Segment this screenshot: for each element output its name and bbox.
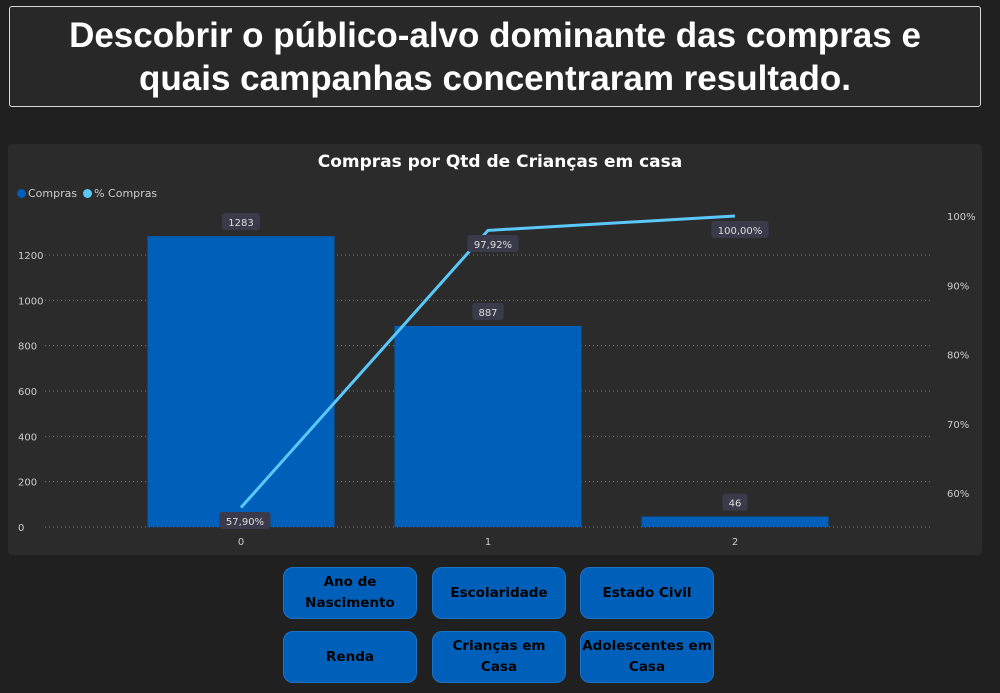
filter-button[interactable]: Estado Civil xyxy=(580,567,714,619)
page-title: Descobrir o público-alvo dominante das c… xyxy=(69,15,921,98)
left-tick-label: 1200 xyxy=(18,251,43,262)
bar-data-label-bg xyxy=(472,302,504,320)
left-tick-label: 600 xyxy=(18,387,37,398)
left-tick-label: 800 xyxy=(18,342,37,353)
bar-data-label: 1283 xyxy=(228,218,253,229)
legend-item-compras[interactable]: Compras xyxy=(17,187,77,200)
bar xyxy=(641,516,829,527)
chart-title: Compras por Qtd de Crianças em casa xyxy=(317,152,683,172)
filter-button[interactable]: Ano de Nascimento xyxy=(283,567,417,619)
legend-label: Compras xyxy=(28,187,78,200)
line-data-label: 100,00% xyxy=(718,226,763,237)
line-data-label: 57,90% xyxy=(226,517,264,528)
right-tick-label: 100% xyxy=(947,212,976,223)
line-data-label-bg xyxy=(219,512,271,529)
right-tick-label: 70% xyxy=(947,420,969,431)
left-tick-label: 1000 xyxy=(18,296,43,307)
bar-data-label-bg xyxy=(722,493,748,511)
line-data-label: 97,92% xyxy=(474,240,512,251)
line-data-label-bg xyxy=(467,235,519,252)
pct-compras-line xyxy=(239,214,736,509)
bar xyxy=(394,325,582,527)
left-tick-label: 200 xyxy=(18,478,37,489)
filter-button[interactable]: Adolescentes em Casa xyxy=(580,631,714,683)
page-title-box: Descobrir o público-alvo dominante das c… xyxy=(9,6,981,107)
right-tick-label: 80% xyxy=(947,351,969,362)
x-tick-label: 0 xyxy=(238,537,244,548)
bar-data-label-bg xyxy=(222,213,260,231)
filter-button[interactable]: Escolaridade xyxy=(432,567,566,619)
bar xyxy=(147,236,335,528)
x-tick-label: 1 xyxy=(485,537,491,548)
line-data-label-bg xyxy=(711,221,769,238)
right-tick-label: 60% xyxy=(947,489,969,500)
x-tick-label: 2 xyxy=(732,537,738,548)
legend-label: % Compras xyxy=(94,187,158,200)
left-tick-label: 0 xyxy=(18,523,24,534)
legend-dot-icon xyxy=(83,189,93,198)
legend-item-pct-compras[interactable]: % Compras xyxy=(83,187,157,200)
left-tick-label: 400 xyxy=(18,432,37,443)
right-tick-label: 90% xyxy=(947,281,969,292)
bar-data-label: 887 xyxy=(478,308,497,319)
filter-button[interactable]: Renda xyxy=(283,631,417,683)
chart-legend: Compras % Compras xyxy=(17,187,157,200)
bar-data-label: 46 xyxy=(729,499,742,510)
filter-button[interactable]: Crianças em Casa xyxy=(432,631,566,683)
legend-dot-icon xyxy=(17,189,26,198)
